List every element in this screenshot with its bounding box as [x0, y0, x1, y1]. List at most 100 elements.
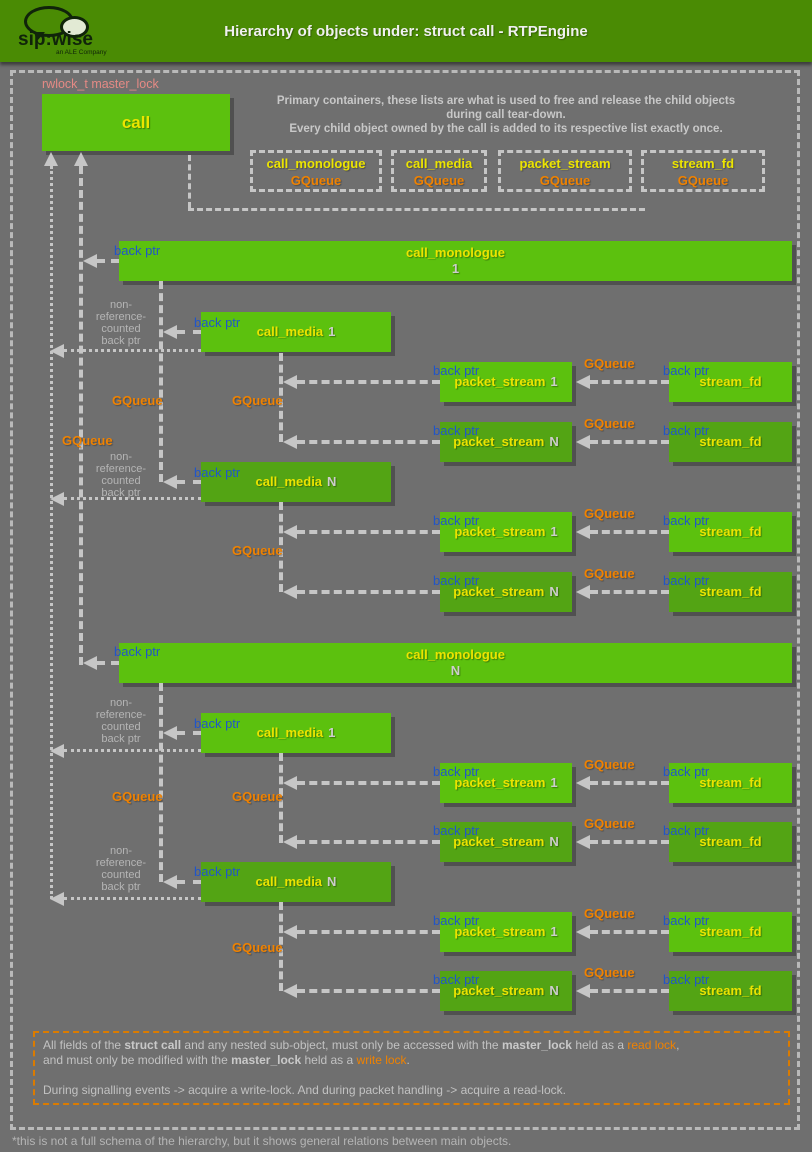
stream-fd-arrow-line	[590, 440, 669, 444]
back-ptr-arrow-line	[97, 259, 119, 263]
back-ptr-label: back ptr	[433, 423, 480, 438]
page-title: Hierarchy of objects under: struct call …	[224, 23, 588, 40]
queue-arrow-line	[297, 781, 440, 785]
arrow-left-icon	[576, 375, 590, 389]
gqueue-label: GQueue	[584, 965, 635, 980]
back-ptr-label: back ptr	[663, 513, 710, 528]
logo-wordmark: sip:wise	[18, 29, 93, 50]
back-ptr-label: back ptr	[433, 823, 480, 838]
stream-fd-arrow-line	[590, 930, 669, 934]
packet-stream-box: packet_stream N	[440, 572, 572, 612]
box-name: call_media	[256, 725, 324, 740]
stream-fd-box: stream_fd	[669, 971, 792, 1011]
box-index: N	[327, 474, 337, 489]
queue-arrow-line	[297, 530, 440, 534]
queue-box-name: stream_fd	[671, 156, 735, 171]
packet-stream-queue-line	[279, 353, 283, 442]
media-queue-line	[159, 683, 163, 882]
arrow-up-icon	[74, 152, 88, 166]
back-ptr-label: back ptr	[433, 363, 480, 378]
box-index: 1	[550, 374, 558, 389]
stream-fd-arrow-line	[590, 989, 669, 993]
queue-arrow-line	[297, 930, 440, 934]
arrow-up-icon	[44, 152, 58, 166]
arrow-left-icon	[50, 744, 64, 758]
non-ref-back-ptr-note: non- reference- counted back ptr	[95, 845, 147, 893]
gqueue-label: GQueue	[584, 757, 635, 772]
box-index: N	[327, 874, 337, 889]
gqueue-label: GQueue	[584, 506, 635, 521]
stream-fd-box: stream_fd	[669, 572, 792, 612]
arrow-left-icon	[283, 375, 297, 389]
gqueue-label: GQueue	[584, 356, 635, 371]
back-ptr-arrow-line	[177, 880, 201, 884]
gqueue-label: GQueue	[112, 789, 163, 804]
media-queue-line	[159, 281, 163, 482]
non-ref-back-ptr-note: non- reference- counted back ptr	[95, 299, 147, 347]
box-name: packet_stream	[454, 524, 546, 539]
box-name: stream_fd	[699, 584, 762, 599]
arrow-left-icon	[283, 585, 297, 599]
box-index: 1	[550, 775, 558, 790]
back-ptr-label: back ptr	[433, 764, 480, 779]
arrow-left-icon	[576, 435, 590, 449]
arrow-left-icon	[83, 254, 97, 268]
box-name: packet_stream	[453, 834, 545, 849]
box-name: call_media	[256, 324, 324, 339]
call-media-box: call_media N	[201, 462, 391, 502]
box-name: packet_stream	[454, 374, 546, 389]
non-ref-back-ptr-line	[64, 897, 201, 900]
note-line-1: Primary containers, these lists are what…	[276, 95, 736, 107]
queue-box-name: call_monologue	[266, 156, 366, 171]
arrow-left-icon	[576, 925, 590, 939]
call-media-box: call_media 1	[201, 713, 391, 753]
queue-arrow-line	[297, 590, 440, 594]
queue-box-type: GQueue	[413, 173, 465, 188]
call-monologue-1-box: call_monologue 1	[119, 241, 792, 281]
back-ptr-label: back ptr	[663, 913, 710, 928]
back-ptr-arrow-line	[177, 480, 201, 484]
packet-stream-box: packet_stream N	[440, 822, 572, 862]
box-name: stream_fd	[699, 834, 762, 849]
arrow-left-icon	[50, 492, 64, 506]
non-ref-back-ptr-note: non- reference- counted back ptr	[95, 451, 147, 499]
diagram-frame	[10, 70, 800, 1130]
stream-fd-arrow-line	[590, 590, 669, 594]
box-index: N	[549, 434, 559, 449]
arrow-left-icon	[283, 776, 297, 790]
back-ptr-arrow-line	[177, 731, 201, 735]
back-ptr-label: back ptr	[433, 972, 480, 987]
box-name: stream_fd	[699, 924, 762, 939]
monologue-queue-trunk-line	[79, 166, 83, 665]
box-name: packet_stream	[454, 775, 546, 790]
arrow-left-icon	[283, 435, 297, 449]
box-name: stream_fd	[699, 374, 762, 389]
arrow-left-icon	[576, 585, 590, 599]
gqueue-label: GQueue	[584, 416, 635, 431]
back-ptr-label: back ptr	[194, 716, 241, 731]
packet-stream-queue-line	[279, 753, 283, 843]
stream-fd-arrow-line	[590, 530, 669, 534]
stream-fd-arrow-line	[590, 781, 669, 785]
back-ptr-label: back ptr	[433, 573, 480, 588]
queue-box-name: call_media	[405, 156, 473, 171]
non-ref-back-ptr-line	[64, 497, 201, 500]
queue-box-call-monologue: call_monologue GQueue	[250, 150, 382, 192]
speech-bubble-tail-icon	[34, 32, 45, 41]
back-ptr-label: back ptr	[194, 315, 241, 330]
call-monologue-n-box: call_monologue N	[119, 643, 792, 683]
master-lock-label: rwlock_t master_lock	[42, 77, 159, 91]
stream-fd-box: stream_fd	[669, 362, 792, 402]
packet-stream-queue-line	[279, 902, 283, 991]
box-name: stream_fd	[699, 434, 762, 449]
note-line-2: during call tear-down.	[446, 109, 566, 121]
sipwise-logo: sip:wise an ALE Company	[12, 2, 132, 60]
back-ptr-label: back ptr	[663, 423, 710, 438]
arrow-left-icon	[83, 656, 97, 670]
queue-box-stream-fd: stream_fd GQueue	[641, 150, 765, 192]
back-ptr-arrow-line	[97, 661, 119, 665]
packet-stream-queue-line	[279, 502, 283, 592]
box-index: 1	[550, 524, 558, 539]
non-ref-back-ptr-line	[64, 349, 201, 352]
gqueue-label: GQueue	[232, 393, 283, 408]
